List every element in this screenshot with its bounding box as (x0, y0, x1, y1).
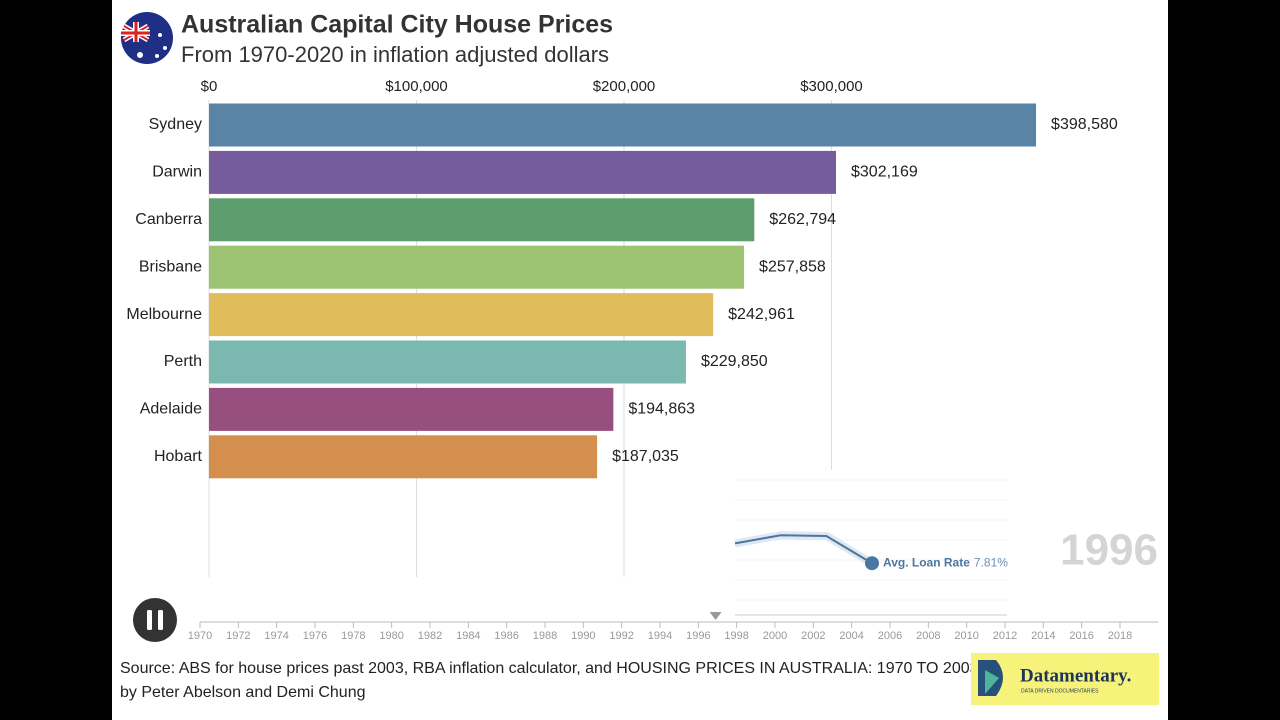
timeline-tick-label: 2014 (1031, 630, 1055, 642)
timeline-tick-label: 1976 (303, 630, 327, 642)
value-label: $302,169 (851, 164, 918, 181)
category-label: Canberra (135, 211, 202, 228)
value-label: $194,863 (628, 401, 695, 418)
timeline-tick-label: 1972 (226, 630, 250, 642)
timeline-tick-label: 1992 (609, 630, 633, 642)
line-end-dot (865, 556, 879, 571)
x-tick-label: $0 (201, 78, 218, 95)
chart-title: Australian Capital City House Prices (181, 11, 613, 39)
timeline-tick-label: 1970 (188, 630, 212, 642)
logo: Datamentary. DATA DRIVEN DOCUMENTARIES (971, 653, 1159, 705)
category-label: Melbourne (126, 306, 202, 323)
x-tick-label: $300,000 (800, 78, 863, 95)
timeline-tick-label: 1978 (341, 630, 365, 642)
flag (121, 12, 173, 64)
source-line: Source: ABS for house prices past 2003, … (120, 660, 979, 677)
value-label: $257,858 (759, 258, 826, 275)
bar (209, 198, 755, 242)
timeline-tick-label: 2012 (993, 630, 1017, 642)
year-label: 1996 (1060, 526, 1158, 575)
line (734, 534, 873, 565)
category-label: Sydney (149, 116, 202, 133)
timeline-tick-label: 2002 (801, 630, 825, 642)
timeline-tick-label: 1984 (456, 630, 480, 642)
category-label: Hobart (154, 448, 203, 465)
timeline-tick-label: 2018 (1108, 630, 1132, 642)
timeline-tick-label: 2000 (763, 630, 787, 642)
x-tick-label: $200,000 (593, 78, 656, 95)
timeline-tick-label: 2016 (1069, 630, 1093, 642)
bar (209, 103, 1037, 147)
timeline-tick-label: 2008 (916, 630, 940, 642)
legend-label: Avg. Loan Rate (883, 555, 970, 569)
logo-tagline: DATA DRIVEN DOCUMENTARIES (1021, 688, 1099, 694)
timeline-tick-label: 1982 (418, 630, 442, 642)
category-label: Perth (164, 353, 202, 370)
timeline-tick-label: 1990 (571, 630, 595, 642)
bar (209, 245, 745, 289)
timeline-tick-label: 1996 (686, 630, 710, 642)
value-label: $262,794 (769, 211, 836, 228)
bar (209, 150, 837, 194)
play-button[interactable] (133, 598, 177, 642)
logo-name: Datamentary. (1020, 665, 1131, 686)
timeline-tick-label: 1980 (379, 630, 403, 642)
inset-background (735, 470, 1007, 617)
timeline-tick-label: 2010 (954, 630, 978, 642)
timeline-tick-label: 1994 (648, 630, 672, 642)
timeline-tick-label: 2006 (878, 630, 902, 642)
bar (209, 340, 686, 384)
timeline-tick-label: 2004 (839, 630, 863, 642)
timeline-tick-label: 1986 (494, 630, 518, 642)
value-label: $187,035 (612, 448, 679, 465)
bar (209, 387, 614, 431)
chart-subtitle: From 1970-2020 in inflation adjusted dol… (181, 42, 609, 67)
source-line: by Peter Abelson and Demi Chung (120, 684, 365, 701)
category-label: Darwin (152, 164, 202, 181)
value-label: $229,850 (701, 353, 768, 370)
timeline-tick-label: 1974 (264, 630, 288, 642)
timeline-tick-label: 1988 (533, 630, 557, 642)
bar (209, 293, 714, 337)
timeline-tick-label: 1998 (724, 630, 748, 642)
value-label: $398,580 (1051, 116, 1118, 133)
x-tick-label: $100,000 (385, 78, 448, 95)
category-label: Adelaide (140, 401, 202, 418)
bar (209, 435, 598, 479)
timeline-marker (709, 612, 722, 620)
category-label: Brisbane (139, 258, 202, 275)
value-label: $242,961 (728, 306, 795, 323)
value-label: 7.81% (974, 555, 1008, 569)
